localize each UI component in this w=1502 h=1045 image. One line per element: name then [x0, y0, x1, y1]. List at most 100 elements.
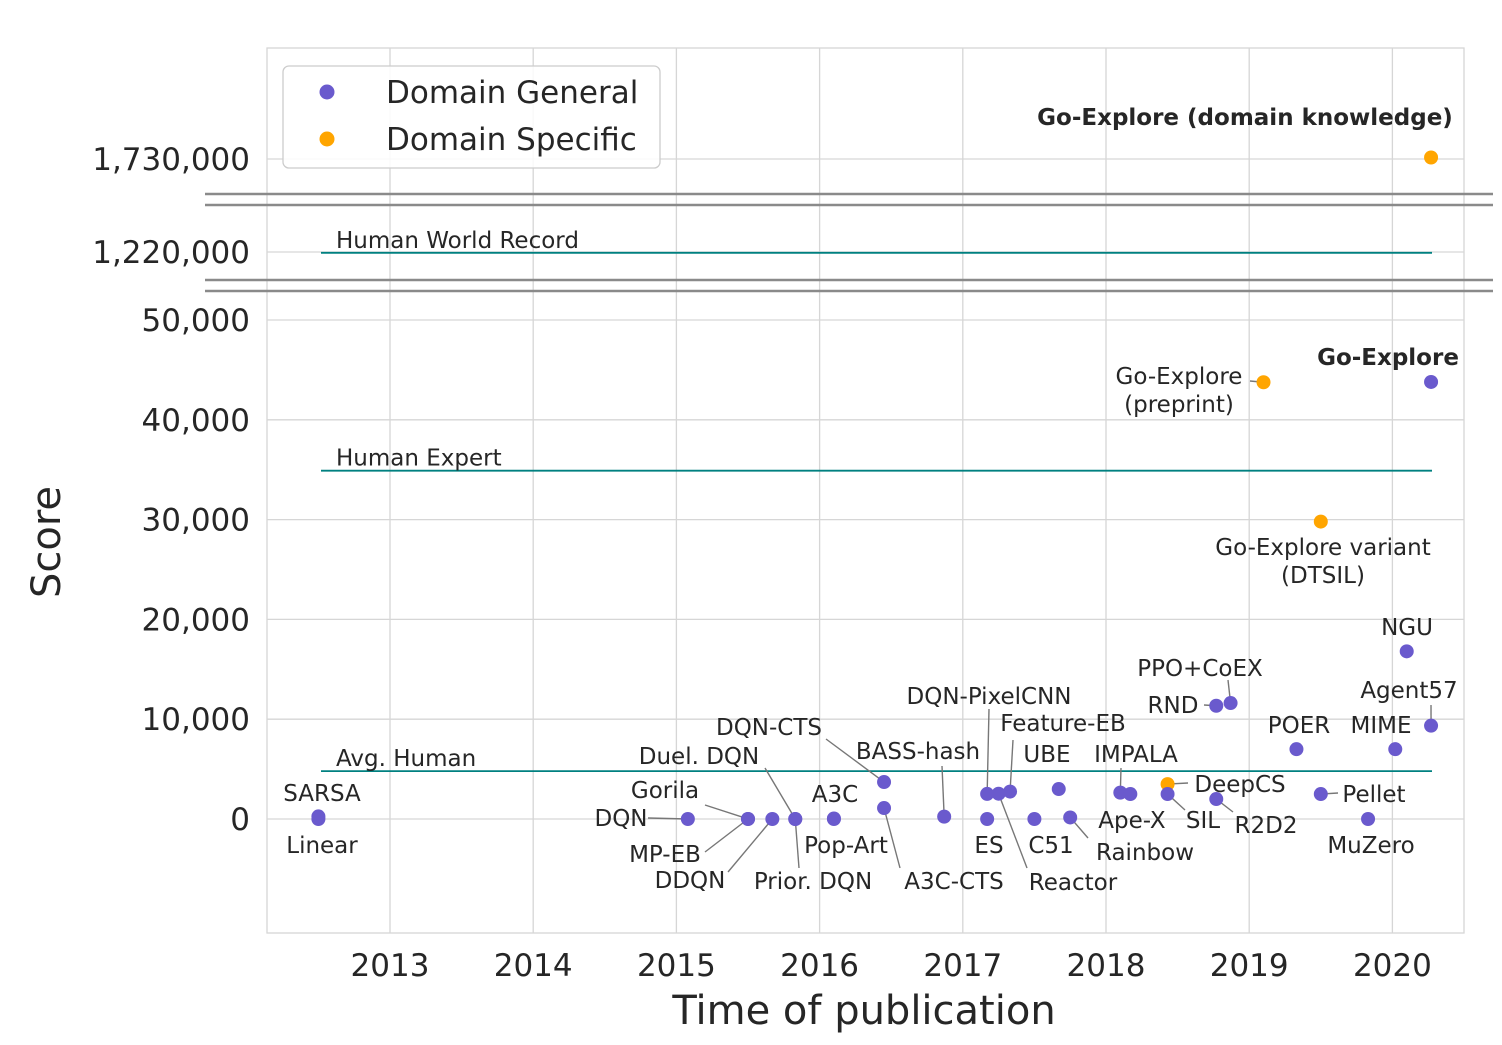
- label-prior-dqn: Prior. DQN: [754, 869, 872, 895]
- plot-frame: [266, 47, 1465, 934]
- point-feature-eb: [1003, 784, 1018, 799]
- leader-prior-dqn: [794, 818, 800, 869]
- data-points: [311, 150, 1439, 826]
- axis-ticks: 2013 2014 2015 2016 2017 2018 2019 2020 0 10,000 2…: [92, 142, 1432, 984]
- legend-marker-domain-general: [319, 84, 335, 100]
- label-agent57: Agent57: [1360, 678, 1457, 704]
- point-sil: [1160, 787, 1175, 802]
- point-dqn-cts: [877, 775, 892, 790]
- label-linear: Linear: [286, 833, 358, 859]
- leader-lines: [647, 380, 1432, 873]
- point-dqn-pixelcnn: [980, 786, 995, 801]
- leader-mp-eb: [704, 818, 749, 853]
- reference-label-human-expert: Human Expert: [336, 446, 502, 472]
- y-tick-label: 0: [230, 802, 250, 838]
- point-muzero: [1361, 812, 1376, 826]
- point-go-explore-variant-dtsil: [1313, 514, 1328, 529]
- leader-reactor: [997, 793, 1028, 869]
- point-pellet: [1313, 787, 1328, 802]
- point-mime: [1388, 742, 1403, 757]
- leader-duel-dqn: [764, 767, 796, 820]
- label-poer: POER: [1268, 713, 1331, 739]
- label-muzero: MuZero: [1327, 833, 1414, 859]
- label-rainbow: Rainbow: [1096, 840, 1194, 866]
- point-r2d2: [1209, 792, 1224, 807]
- point-a3c-cts: [877, 801, 892, 816]
- y-tick-label: 50,000: [142, 303, 250, 339]
- point-ape-x: [1123, 787, 1138, 802]
- label-dqn-pixelcnn: DQN-PixelCNN: [907, 684, 1072, 710]
- label-gorila: Gorila: [631, 778, 699, 804]
- label-go-explore: Go-Explore: [1317, 345, 1459, 371]
- point-poer: [1289, 742, 1304, 757]
- y-tick-label: 1,730,000: [92, 142, 250, 178]
- label-es: ES: [974, 833, 1003, 859]
- reference-lines: Human World Record Human Expert Avg. Human: [321, 228, 1432, 772]
- point-ube: [1051, 782, 1066, 797]
- label-dqn: DQN: [594, 806, 647, 832]
- point-bass-hash: [937, 809, 952, 824]
- reference-label-human-world-record: Human World Record: [336, 228, 579, 254]
- y-tick-label: 40,000: [142, 403, 250, 439]
- label-c51: C51: [1028, 833, 1073, 859]
- leader-feature-eb: [1009, 739, 1014, 792]
- leader-ddqn: [727, 818, 773, 873]
- legend-label-domain-specific: Domain Specific: [386, 122, 637, 158]
- y-tick-label: 20,000: [142, 602, 250, 638]
- label-pop-art: Pop-Art: [804, 833, 888, 859]
- leader-dqn-cts: [825, 738, 885, 783]
- label-deepcs: DeepCS: [1194, 772, 1285, 798]
- label-ddqn: DDQN: [655, 868, 726, 894]
- x-tick-label: 2013: [351, 948, 430, 984]
- point-agent57: [1424, 718, 1439, 733]
- point-rnd: [1209, 698, 1224, 713]
- label-mp-eb: MP-EB: [629, 842, 701, 868]
- grid: [266, 47, 1465, 934]
- label-ngu: NGU: [1381, 615, 1433, 641]
- x-axis-title: Time of publication: [671, 988, 1055, 1034]
- leader-gorila: [704, 804, 749, 820]
- point-rainbow: [1063, 810, 1078, 825]
- x-tick-label: 2016: [780, 948, 859, 984]
- point-ddqn: [765, 812, 780, 826]
- y-tick-label: 30,000: [142, 503, 250, 539]
- x-tick-label: 2017: [923, 948, 1002, 984]
- legend-box: [282, 65, 661, 169]
- label-reactor: Reactor: [1029, 870, 1118, 896]
- reference-label-avg-human: Avg. Human: [336, 746, 476, 772]
- point-dqn: [680, 812, 695, 826]
- point-reactor: [991, 786, 1006, 801]
- label-rnd: RND: [1148, 693, 1199, 719]
- label-pellet: Pellet: [1342, 782, 1405, 808]
- point-deepcs: [1160, 777, 1175, 792]
- point-go-explore: [1424, 374, 1439, 389]
- point-ngu: [1399, 644, 1414, 659]
- point-go-explore-domain-knowledge: [1424, 150, 1439, 165]
- y-tick-label: 10,000: [142, 702, 250, 738]
- leader-dqn-pixelcnn: [986, 708, 990, 794]
- point-es: [980, 812, 995, 826]
- label-go-explore-preprint: Go-Explore (preprint): [1116, 364, 1243, 418]
- label-a3c-cts: A3C-CTS: [904, 869, 1003, 895]
- label-bass-hash: BASS-hash: [856, 739, 980, 765]
- point-mp-eb: [741, 812, 755, 826]
- axis-breaks: [205, 192, 1493, 293]
- y-tick-label: 1,220,000: [92, 235, 250, 271]
- leader-bass-hash: [941, 765, 945, 817]
- point-linear: [311, 812, 326, 826]
- x-tick-label: 2019: [1210, 948, 1289, 984]
- label-go-explore-domain-knowledge: Go-Explore (domain knowledge): [1037, 105, 1453, 131]
- label-ube: UBE: [1023, 742, 1070, 768]
- label-dqn-cts: DQN-CTS: [716, 715, 822, 741]
- legend-label-domain-general: Domain General: [386, 75, 638, 111]
- legend: Domain General Domain Specific: [282, 65, 661, 169]
- x-tick-label: 2020: [1353, 948, 1432, 984]
- label-a3c: A3C: [812, 782, 858, 808]
- label-ppo-coex: PPO+CoEX: [1137, 656, 1263, 682]
- x-tick-label: 2014: [494, 948, 573, 984]
- label-r2d2: R2D2: [1235, 813, 1298, 839]
- label-sarsa: SARSA: [283, 781, 361, 807]
- label-sil: SIL: [1186, 808, 1220, 834]
- label-duel-dqn: Duel. DQN: [639, 744, 759, 770]
